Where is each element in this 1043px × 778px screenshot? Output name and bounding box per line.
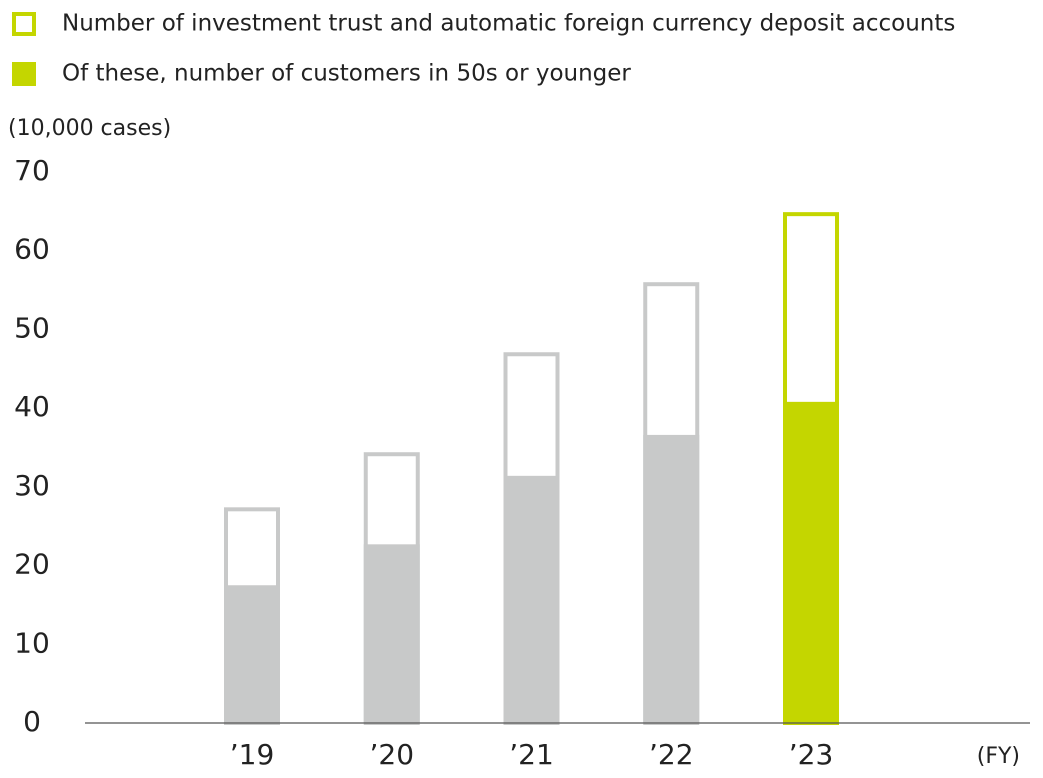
y-tick-label: 20 xyxy=(14,548,50,581)
x-tick-label: ’20 xyxy=(369,738,414,771)
bar-fill xyxy=(783,401,839,723)
x-tick-label: ’21 xyxy=(509,738,554,771)
y-tick-label: 40 xyxy=(14,390,50,423)
x-tick-label: ’22 xyxy=(649,738,694,771)
y-tick-label: 0 xyxy=(23,705,41,738)
bar-fill xyxy=(643,434,700,723)
legend-label: Of these, number of customers in 50s or … xyxy=(62,61,631,87)
legend-label: Number of investment trust and automatic… xyxy=(62,11,955,37)
legend-swatch xyxy=(12,62,36,86)
bar-fill xyxy=(503,475,560,723)
bar-fill xyxy=(363,544,420,723)
y-tick-label: 70 xyxy=(14,154,50,187)
x-tick-label: ’19 xyxy=(230,738,275,771)
legend-swatch xyxy=(12,12,36,36)
bar-fill xyxy=(224,585,280,723)
y-tick-label: 10 xyxy=(14,626,50,659)
x-tick-label: ’23 xyxy=(789,738,834,771)
x-axis-label: (FY) xyxy=(977,744,1020,769)
y-tick-label: 30 xyxy=(14,469,50,502)
y-axis-label: (10,000 cases) xyxy=(8,116,171,141)
y-tick-label: 50 xyxy=(14,311,50,344)
y-tick-label: 60 xyxy=(14,233,50,266)
